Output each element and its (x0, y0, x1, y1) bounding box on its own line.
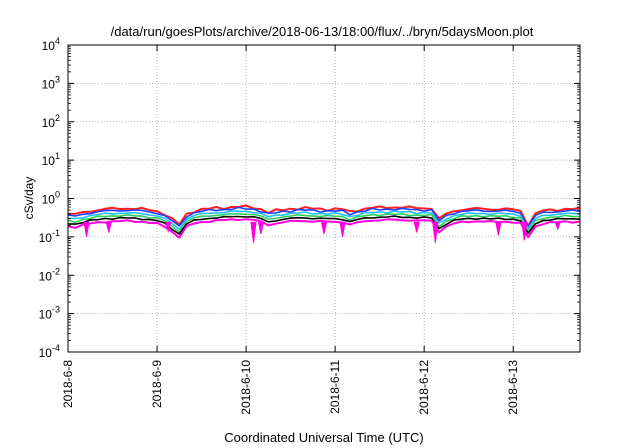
x-tick-label: 2018-6-12 (417, 360, 431, 415)
grid (68, 45, 580, 352)
y-tick-label: 104 (42, 36, 60, 53)
dip-spike (413, 221, 420, 233)
series-line-6 (67, 218, 581, 239)
x-tick-label: 2018-6-10 (239, 360, 253, 415)
series-line-4 (67, 213, 581, 233)
x-tick-label: 2018-6-13 (506, 360, 520, 415)
y-tick-label: 103 (42, 74, 60, 91)
dip-spike (165, 221, 172, 234)
dip-spike (83, 221, 90, 237)
dip-spike (432, 221, 439, 243)
x-tick-label: 2018-6-9 (150, 360, 164, 408)
y-axis-label: cSv/day (22, 177, 36, 220)
dip-spike (250, 221, 257, 243)
y-tick-label: 102 (42, 113, 60, 130)
plot-area (67, 204, 581, 243)
dip-spike (554, 221, 561, 231)
y-tick-label: 10-3 (39, 305, 60, 322)
dip-spike (257, 221, 265, 234)
x-tick-label: 2018-6-11 (328, 360, 342, 414)
y-tick-label: 10-2 (39, 266, 60, 283)
dip-spike (495, 221, 502, 236)
x-axis: 2018-6-8 2018-6-9 2018-6-10 2018-6-11 2018-6… (61, 45, 520, 415)
dip-spike (521, 221, 528, 241)
y-tick-label: 101 (42, 151, 60, 168)
dip-spike (339, 221, 346, 237)
series-line-2 (67, 206, 581, 228)
series-line-5 (67, 215, 581, 235)
series-line-3 (67, 210, 581, 231)
y-axis: 10-4 10-3 10-2 10-1 100 101 102 103 104 (39, 36, 580, 360)
y-tick-label: 100 (42, 190, 60, 207)
x-tick-label: 2018-6-8 (61, 360, 75, 408)
series-line-1 (67, 204, 581, 227)
dip-spike (105, 221, 112, 233)
y-tick-label: 10-4 (39, 343, 60, 360)
y-tick-label: 10-1 (39, 228, 60, 245)
chart-title: /data/run/goesPlots/archive/2018-06-13/1… (111, 24, 534, 39)
dip-spike (320, 221, 328, 234)
x-axis-label: Coordinated Universal Time (UTC) (224, 430, 423, 445)
